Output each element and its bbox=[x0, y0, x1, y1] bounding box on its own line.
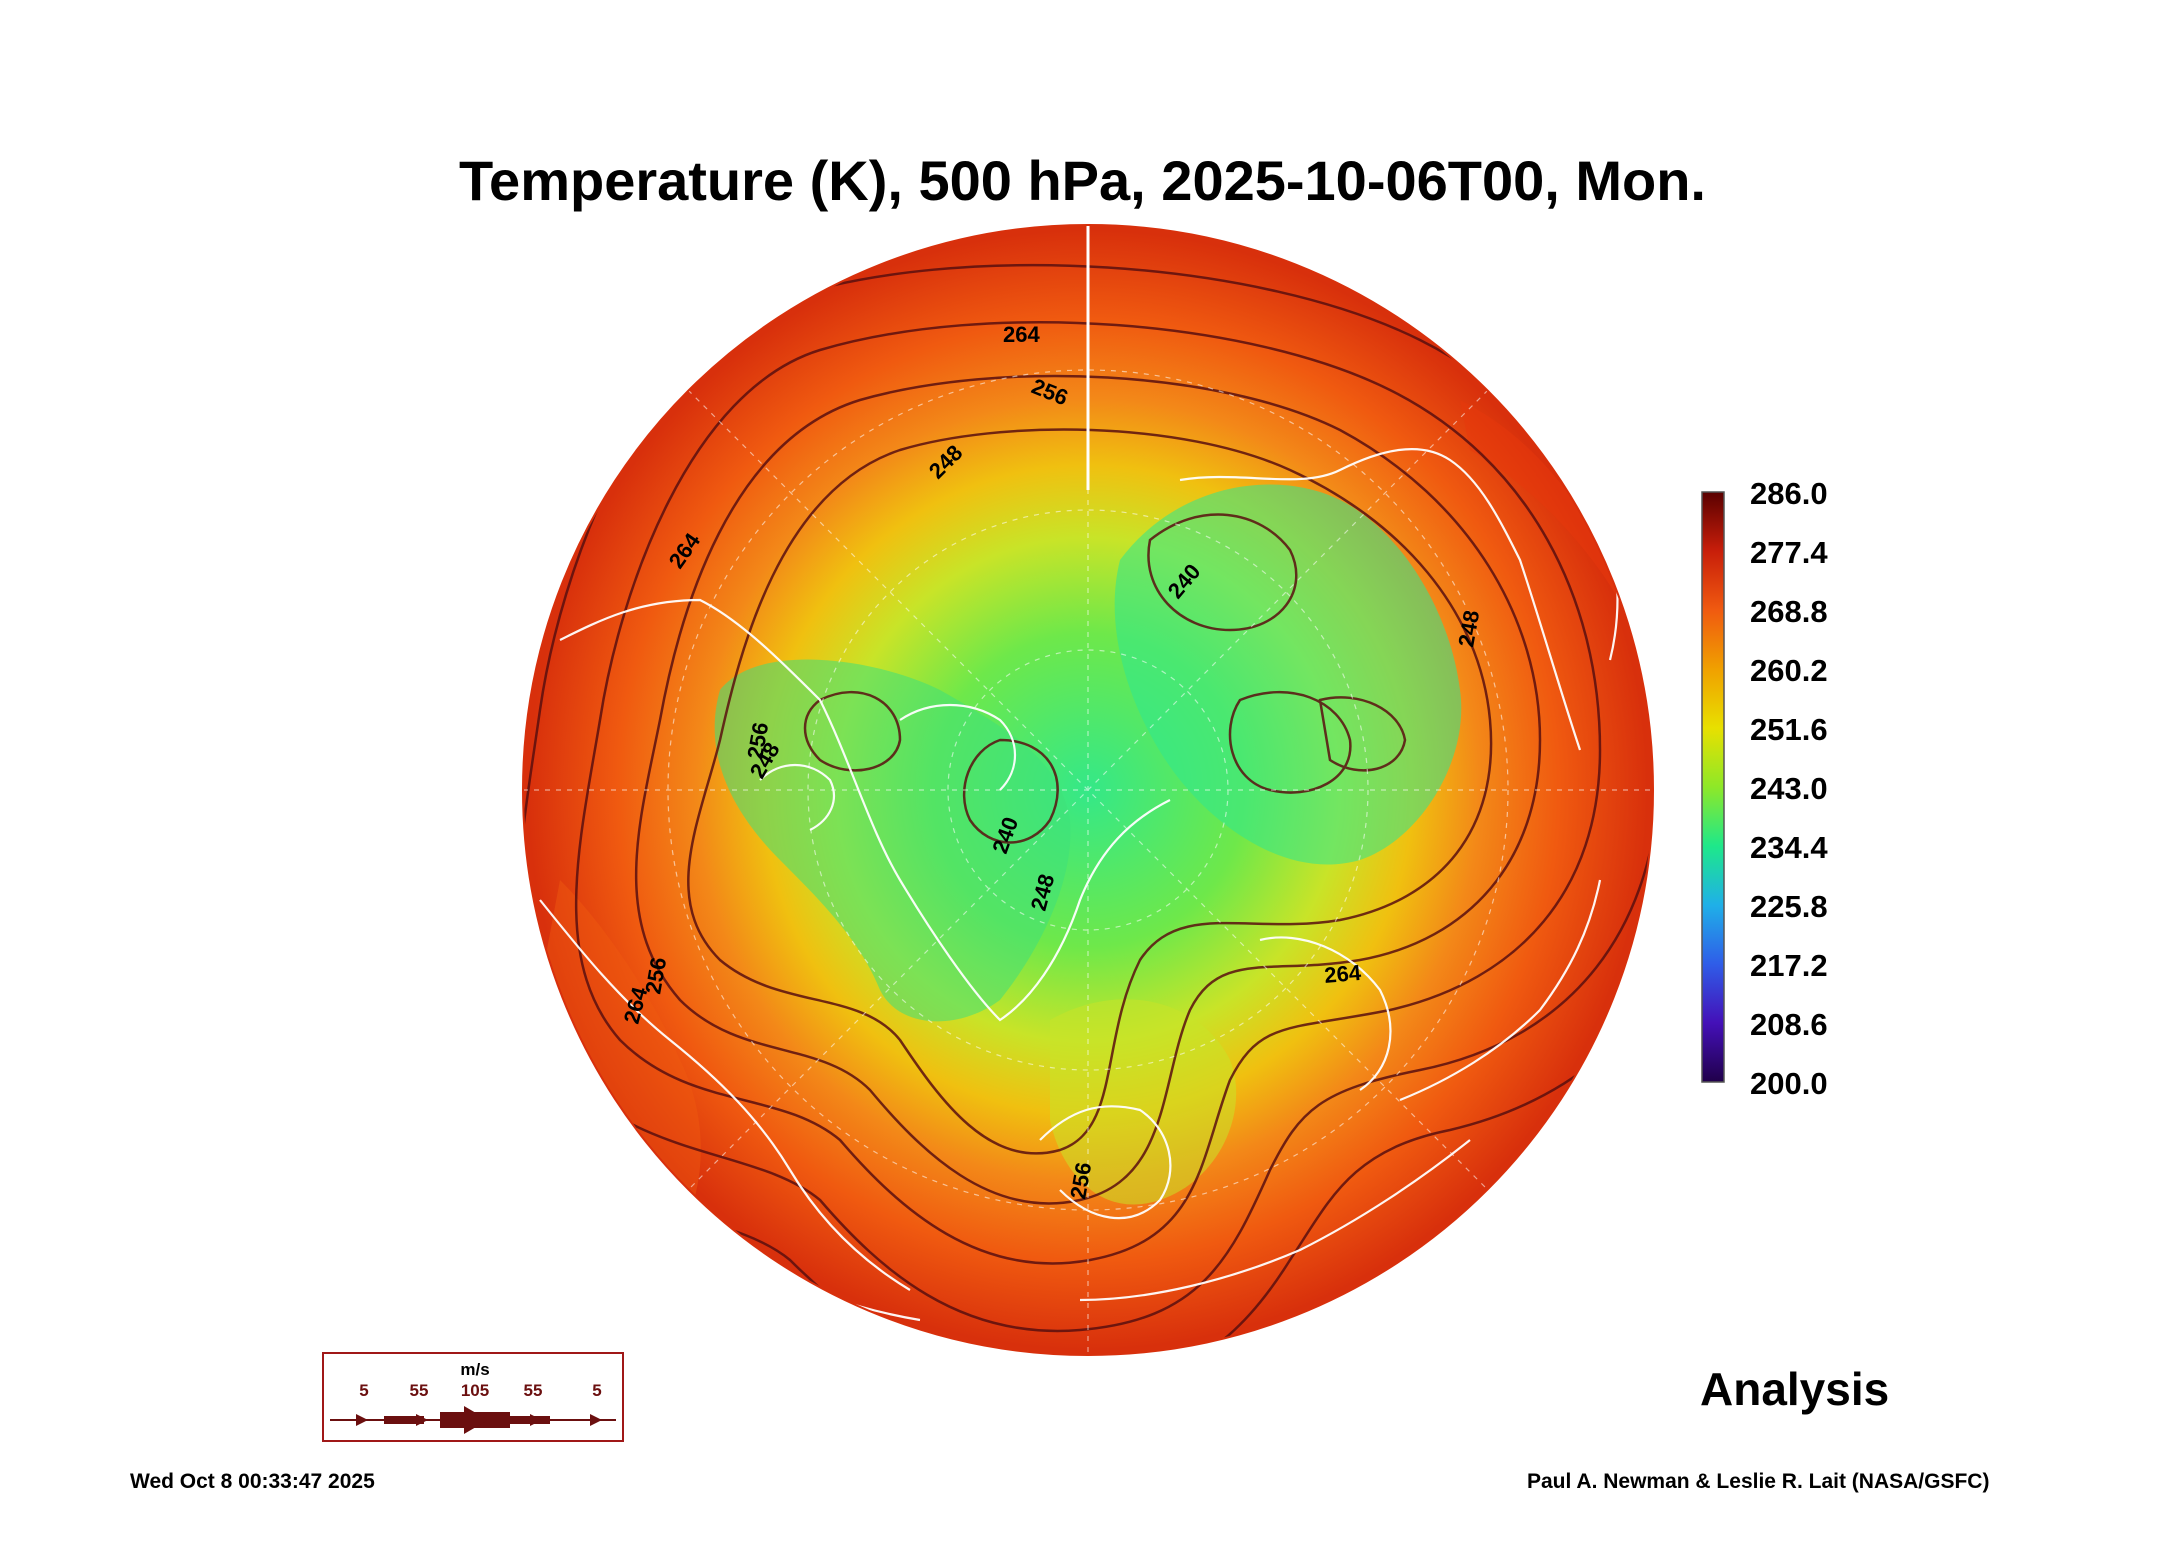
colorbar-tick-label: 200.0 bbox=[1750, 1066, 1828, 1101]
vector-value: 5 bbox=[359, 1381, 369, 1400]
warm-trough-south bbox=[1050, 999, 1237, 1205]
vector-value: 105 bbox=[460, 1381, 490, 1400]
timestamp: Wed Oct 8 00:33:47 2025 bbox=[130, 1470, 375, 1493]
colorbar-tick-label: 260.2 bbox=[1750, 653, 1828, 688]
contour-label: 264 bbox=[1003, 322, 1040, 347]
warm-region-northeast bbox=[1460, 400, 1630, 620]
colorbar bbox=[1701, 491, 1725, 1083]
vector-value: 55 bbox=[523, 1381, 543, 1400]
coastlines bbox=[539, 409, 1619, 1322]
colorbar-tick-label: 251.6 bbox=[1750, 712, 1828, 747]
colorbar-tick-label: 234.4 bbox=[1750, 830, 1828, 865]
colorbar-tick-label: 268.8 bbox=[1750, 594, 1828, 629]
map-title: Temperature (K), 500 hPa, 2025-10-06T00,… bbox=[459, 149, 1706, 212]
globe-outline bbox=[522, 224, 1654, 1356]
wind-vector-legend: m/s 5 55 105 55 5 bbox=[322, 1352, 624, 1442]
colorbar-tick-label: 243.0 bbox=[1750, 771, 1828, 806]
vector-value: 5 bbox=[592, 1381, 602, 1400]
colorbar-tick-label: 225.8 bbox=[1750, 889, 1828, 924]
colorbar-tick-label: 286.0 bbox=[1750, 476, 1828, 511]
contour-label: 264 bbox=[1323, 960, 1363, 988]
colorbar-tick-label: 208.6 bbox=[1750, 1007, 1828, 1042]
credit: Paul A. Newman & Leslie R. Lait (NASA/GS… bbox=[1527, 1470, 1990, 1493]
vector-unit: m/s bbox=[460, 1360, 490, 1379]
vector-value: 55 bbox=[409, 1381, 429, 1400]
colorbar-tick-label: 277.4 bbox=[1750, 535, 1828, 570]
analysis-label: Analysis bbox=[1700, 1363, 1890, 1415]
vector-arrows bbox=[330, 1406, 616, 1434]
colorbar-tick-label: 217.2 bbox=[1750, 948, 1828, 983]
